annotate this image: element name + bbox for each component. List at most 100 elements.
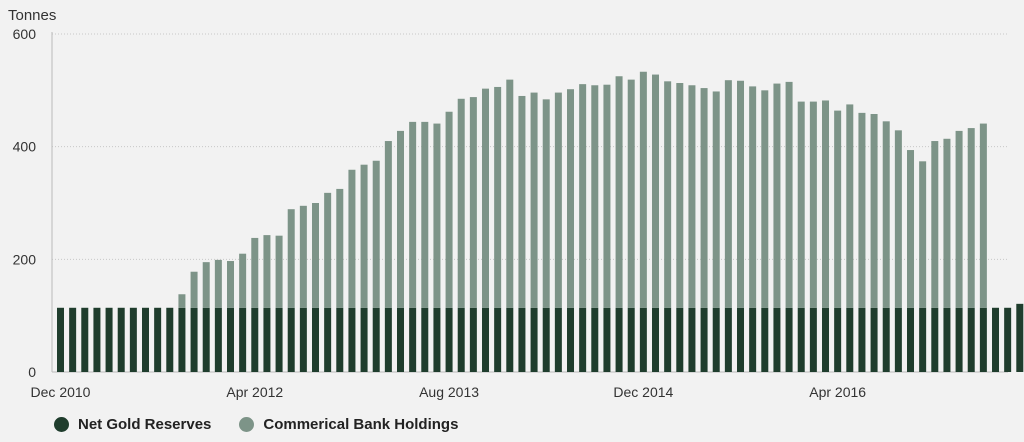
bar-commercial-bank-holdings [518, 95, 526, 308]
bar-commercial-bank-holdings [785, 81, 793, 308]
bar-net-gold-reserves [858, 307, 866, 372]
bar-net-gold-reserves [554, 307, 562, 372]
legend-swatch-net-gold-reserves [54, 417, 69, 432]
bar-commercial-bank-holdings [287, 209, 295, 308]
bar-commercial-bank-holdings [384, 141, 392, 308]
bar-commercial-bank-holdings [822, 100, 830, 308]
bar-net-gold-reserves [287, 307, 295, 372]
y-tick-label: 200 [13, 251, 37, 267]
x-tick-label: Apr 2012 [226, 384, 283, 400]
bar-commercial-bank-holdings [979, 123, 987, 308]
bar-commercial-bank-holdings [919, 161, 927, 308]
legend-label-commercial-bank-holdings: Commerical Bank Holdings [263, 416, 459, 433]
bar-net-gold-reserves [919, 307, 927, 372]
y-tick-label: 600 [13, 26, 37, 42]
legend-item-net-gold-reserves[interactable]: Net Gold Reserves [54, 416, 211, 433]
bar-commercial-bank-holdings [554, 92, 562, 308]
bar-commercial-bank-holdings [506, 79, 514, 308]
bar-net-gold-reserves [129, 307, 137, 372]
bar-net-gold-reserves [979, 307, 987, 372]
bar-net-gold-reserves [943, 307, 951, 372]
bar-commercial-bank-holdings [567, 89, 575, 308]
bar-net-gold-reserves [57, 307, 64, 372]
bar-net-gold-reserves [312, 307, 320, 372]
bar-commercial-bank-holdings [178, 294, 186, 308]
bar-commercial-bank-holdings [664, 81, 672, 308]
bar-commercial-bank-holdings [202, 262, 210, 308]
bar-commercial-bank-holdings [676, 83, 684, 308]
bar-commercial-bank-holdings [360, 164, 368, 308]
bar-net-gold-reserves [688, 307, 696, 372]
bar-net-gold-reserves [992, 307, 1000, 372]
x-tick-label: Dec 2010 [31, 384, 91, 400]
bar-net-gold-reserves [749, 307, 757, 372]
bar-commercial-bank-holdings [809, 101, 817, 308]
x-tick-label: Apr 2016 [809, 384, 866, 400]
bar-commercial-bank-holdings [312, 203, 320, 308]
bar-commercial-bank-holdings [603, 84, 611, 308]
bar-net-gold-reserves [1004, 307, 1012, 372]
bar-commercial-bank-holdings [700, 88, 708, 308]
bar-net-gold-reserves [518, 307, 526, 372]
bar-net-gold-reserves [700, 307, 708, 372]
legend-item-commercial-bank-holdings[interactable]: Commerical Bank Holdings [239, 416, 458, 433]
bar-net-gold-reserves [372, 307, 380, 372]
bar-commercial-bank-holdings [591, 85, 599, 308]
bar-net-gold-reserves [69, 307, 77, 372]
bar-net-gold-reserves [227, 307, 235, 372]
bar-commercial-bank-holdings [712, 91, 720, 308]
bar-commercial-bank-holdings [627, 79, 635, 308]
y-unit-label: Tonnes [8, 7, 56, 24]
bar-net-gold-reserves [214, 307, 222, 372]
bar-net-gold-reserves [882, 307, 890, 372]
bar-net-gold-reserves [506, 307, 514, 372]
bar-net-gold-reserves [239, 307, 247, 372]
bar-net-gold-reserves [724, 307, 732, 372]
bar-net-gold-reserves [955, 307, 963, 372]
bar-commercial-bank-holdings [457, 98, 465, 308]
bar-net-gold-reserves [627, 307, 635, 372]
bar-commercial-bank-holdings [530, 92, 538, 308]
bar-commercial-bank-holdings [688, 85, 696, 308]
bar-net-gold-reserves [105, 307, 113, 372]
bar-commercial-bank-holdings [445, 111, 453, 308]
y-tick-label: 400 [13, 139, 37, 155]
bar-net-gold-reserves [603, 307, 611, 372]
legend-swatch-commercial-bank-holdings [239, 417, 255, 432]
bar-commercial-bank-holdings [214, 259, 222, 308]
bar-net-gold-reserves [797, 307, 805, 372]
bar-net-gold-reserves [263, 307, 271, 372]
bar-commercial-bank-holdings [797, 101, 805, 308]
bar-net-gold-reserves [93, 307, 101, 372]
x-tick-label: Aug 2013 [419, 384, 479, 400]
bar-commercial-bank-holdings [931, 141, 939, 308]
bar-net-gold-reserves [348, 307, 356, 372]
bar-commercial-bank-holdings [834, 110, 842, 308]
bar-net-gold-reserves [445, 307, 453, 372]
bar-net-gold-reserves [482, 307, 490, 372]
bar-net-gold-reserves [846, 307, 854, 372]
bar-commercial-bank-holdings [967, 128, 975, 308]
bar-commercial-bank-holdings [482, 88, 490, 308]
bar-commercial-bank-holdings [421, 121, 429, 308]
bar-net-gold-reserves [299, 307, 307, 372]
bar-commercial-bank-holdings [870, 113, 878, 308]
stacked-bar-chart: 0 200 400 600 Tonnes Dec 2010 Apr 2012 Aug 2013… [8, 7, 1024, 400]
bar-net-gold-reserves [567, 307, 575, 372]
bar-net-gold-reserves [591, 307, 599, 372]
bar-commercial-bank-holdings [579, 84, 587, 308]
bar-net-gold-reserves [178, 307, 186, 372]
bar-commercial-bank-holdings [348, 169, 356, 308]
bar-commercial-bank-holdings [955, 130, 963, 308]
bar-commercial-bank-holdings [907, 150, 915, 308]
bar-commercial-bank-holdings [494, 86, 502, 308]
bar-net-gold-reserves [664, 307, 672, 372]
bar-net-gold-reserves [737, 307, 745, 372]
bar-net-gold-reserves [154, 307, 162, 372]
bar-net-gold-reserves [251, 307, 259, 372]
bar-net-gold-reserves [809, 307, 817, 372]
bar-commercial-bank-holdings [251, 237, 259, 308]
bar-net-gold-reserves [931, 307, 939, 372]
bar-commercial-bank-holdings [846, 104, 854, 308]
bar-commercial-bank-holdings [615, 76, 623, 308]
